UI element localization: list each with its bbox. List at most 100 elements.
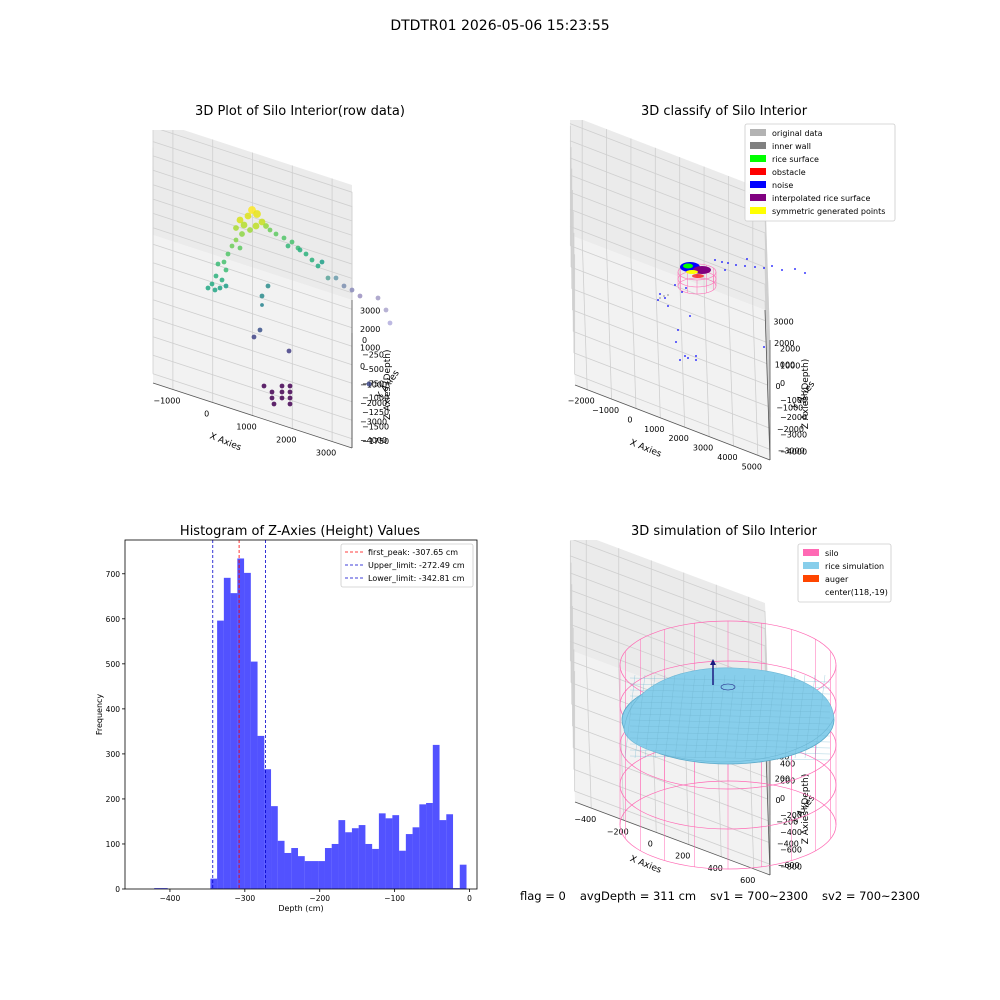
p1-point bbox=[297, 247, 303, 253]
p2-noise-point bbox=[674, 284, 676, 286]
p4-rice-mesh bbox=[629, 737, 831, 743]
p2-x-tick: −1000 bbox=[592, 406, 619, 415]
p1-point bbox=[287, 383, 293, 389]
p1-point bbox=[357, 293, 363, 299]
p2-noise-point bbox=[695, 355, 697, 357]
p1-grid-y bbox=[152, 243, 353, 310]
p1-point bbox=[257, 327, 263, 333]
p2-z-tick: 0 bbox=[780, 379, 785, 388]
panel4-title: 3D simulation of Silo Interior bbox=[631, 524, 817, 539]
p2-y-tick: −1000 bbox=[776, 403, 803, 412]
p2-z-tick: −1000 bbox=[780, 396, 807, 405]
p1-point bbox=[217, 285, 223, 291]
p4-rice-mesh bbox=[629, 701, 831, 707]
p4-rice-mesh bbox=[629, 755, 831, 761]
p1-point bbox=[387, 320, 393, 326]
p4-x-tick: 0 bbox=[648, 839, 653, 848]
p2-noise-point bbox=[664, 297, 666, 299]
p3-bar bbox=[311, 861, 319, 889]
p2-z-tick: −2000 bbox=[780, 413, 807, 422]
p2-legend-label: interpolated rice surface bbox=[772, 194, 870, 203]
p3-bar bbox=[304, 861, 312, 889]
p1-x-tick: 0 bbox=[204, 410, 209, 419]
p1-point bbox=[303, 251, 309, 257]
p3-legend-label: first_peak: -307.65 cm bbox=[368, 548, 458, 557]
p2-legend-swatch bbox=[750, 207, 766, 214]
p1-point bbox=[251, 334, 257, 340]
p4-legend-swatch bbox=[803, 549, 819, 556]
p1-point bbox=[273, 231, 279, 237]
p1-point bbox=[319, 259, 325, 265]
p3-y-tick: 100 bbox=[106, 840, 121, 849]
p4-rice-mesh bbox=[794, 674, 806, 759]
p1-point bbox=[233, 237, 239, 243]
p2-y-tick: 0 bbox=[776, 382, 781, 391]
p4-rice-mesh bbox=[674, 674, 686, 759]
p3-y-tick: 700 bbox=[106, 570, 121, 579]
p2-legend-label: original data bbox=[772, 129, 823, 138]
p2-z-label: Z Axies (Depth) bbox=[801, 359, 811, 430]
p2-noise-point bbox=[763, 346, 765, 348]
p1-point bbox=[309, 257, 315, 263]
p2-noise-point bbox=[781, 269, 783, 271]
p4-legend-label: center(118,-19) bbox=[825, 588, 888, 597]
p2-grid-y bbox=[570, 245, 766, 322]
p1-grid-y bbox=[152, 262, 353, 329]
p4-rice-mesh bbox=[629, 683, 831, 689]
p4-rice-mesh bbox=[704, 674, 716, 759]
p1-point bbox=[219, 277, 225, 283]
p4-rice-mesh bbox=[744, 674, 756, 759]
p2-noise-point bbox=[667, 305, 669, 307]
p3-y-tick: 200 bbox=[106, 795, 121, 804]
p1-point bbox=[223, 267, 229, 273]
p3-bar bbox=[284, 852, 292, 889]
p3-bar bbox=[324, 848, 332, 889]
p1-x-tick: 1000 bbox=[236, 423, 256, 432]
p1-z-tick: 0 bbox=[362, 336, 367, 345]
p3-bar bbox=[257, 735, 265, 889]
p1-point bbox=[261, 383, 267, 389]
p2-noise-point bbox=[735, 264, 737, 266]
p3-bar bbox=[439, 820, 447, 889]
p2-noise-point bbox=[794, 268, 796, 270]
p1-point bbox=[279, 383, 285, 389]
status-line: flag = 0 avgDepth = 311 cm sv1 = 700~2300 s… bbox=[520, 889, 934, 903]
p4-rice-mesh bbox=[634, 674, 646, 759]
p3-bar bbox=[378, 813, 386, 889]
p3-x-label: Depth (cm) bbox=[278, 904, 323, 913]
p3-y-tick: 500 bbox=[106, 660, 121, 669]
p4-rice-mesh bbox=[654, 674, 666, 759]
p3-bar bbox=[426, 802, 433, 889]
panel1-3d-scatter: −10000100020003000−4000−3000−2000−100001… bbox=[152, 130, 402, 458]
p4-grid-y bbox=[573, 747, 769, 822]
p2-noise-point bbox=[689, 315, 691, 317]
p1-point bbox=[225, 251, 231, 257]
p2-z-tick: −4000 bbox=[780, 447, 807, 456]
p1-point bbox=[271, 401, 277, 407]
p1-point bbox=[244, 212, 252, 220]
p1-point bbox=[260, 303, 264, 307]
p2-grid-z bbox=[569, 174, 771, 401]
p2-legend-box bbox=[744, 123, 896, 222]
p3-bar bbox=[298, 856, 305, 889]
p4-x-label: X Axies bbox=[628, 854, 663, 876]
p2-noise-point bbox=[679, 359, 681, 361]
p2-grid-y bbox=[572, 309, 768, 386]
p1-point bbox=[269, 389, 275, 395]
p1-z-tick: −1250 bbox=[362, 408, 389, 417]
p1-point bbox=[223, 283, 229, 289]
p1-point bbox=[281, 235, 287, 241]
p4-rice-mesh bbox=[724, 674, 736, 759]
p1-point bbox=[286, 348, 292, 354]
p2-rice-surface bbox=[683, 263, 693, 269]
p2-legend-swatch bbox=[750, 181, 766, 188]
p4-rice-mesh bbox=[629, 743, 831, 749]
p2-grid-y bbox=[570, 266, 767, 343]
p4-z-tick: 200 bbox=[780, 777, 795, 786]
p1-grid-y bbox=[152, 280, 353, 347]
p1-x-tick: −1000 bbox=[153, 397, 180, 406]
p1-point bbox=[279, 395, 285, 401]
p2-grid-z bbox=[569, 157, 771, 383]
panel1-title: 3D Plot of Silo Interior(row data) bbox=[195, 104, 405, 119]
p2-grid-y bbox=[574, 373, 770, 450]
